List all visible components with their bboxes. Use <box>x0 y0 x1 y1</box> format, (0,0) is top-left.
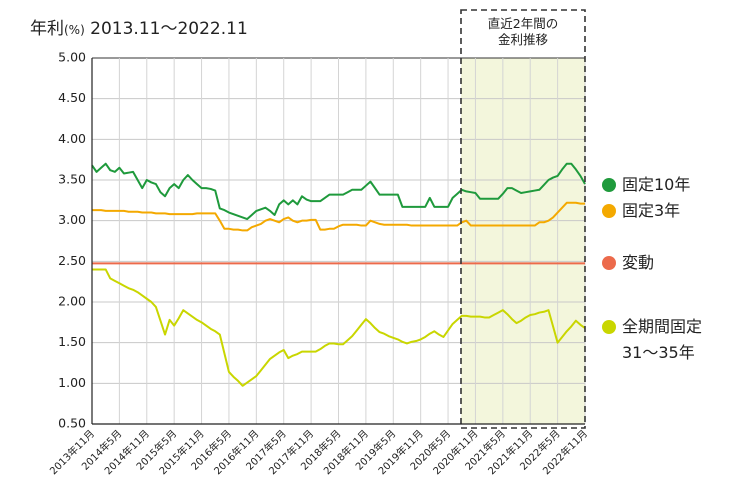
lines <box>91 162 586 387</box>
legend-item: 固定10年 <box>602 172 690 198</box>
legend-label: 固定3年 <box>622 201 681 220</box>
chart-title: 年利(%) 2013.11〜2022.11 <box>30 14 248 39</box>
highlight-area <box>461 58 585 424</box>
y-tick-label: 3.50 <box>58 172 86 187</box>
legend-item: 固定3年 <box>602 198 680 224</box>
y-label: 年利 <box>30 19 64 39</box>
y-tick-label: 2.00 <box>58 294 86 309</box>
y-tick-label: 2.50 <box>58 253 86 268</box>
legend-label: 変動 <box>622 253 655 272</box>
legend-marker <box>602 320 616 334</box>
legend-label: 固定10年 <box>622 175 691 194</box>
legend-marker <box>602 204 616 218</box>
legend-item: 変動 <box>602 250 654 276</box>
y-tick-label: 4.50 <box>58 90 86 105</box>
highlight-frame <box>460 9 586 429</box>
legend-label: 全期間固定 31〜35年 <box>622 317 703 362</box>
y-tick-label: 5.00 <box>58 50 86 65</box>
legend-marker <box>602 256 616 270</box>
x-tick-label: 2022年11月 <box>540 427 590 477</box>
y-tick-label: 1.00 <box>58 375 86 390</box>
y-tick-label: 4.00 <box>58 131 86 146</box>
grid <box>92 57 586 425</box>
y-tick-label: 3.00 <box>58 212 86 227</box>
annotation: 直近2年間の 金利推移 <box>487 16 559 47</box>
title-text: 2013.11〜2022.11 <box>90 19 248 39</box>
y-tick-label: 0.50 <box>58 416 86 431</box>
y-tick-label: 1.50 <box>58 334 86 349</box>
series-line <box>92 201 585 232</box>
series-line <box>91 162 586 221</box>
legend-marker <box>602 178 616 192</box>
y-unit: (%) <box>64 23 85 37</box>
legend-item: 全期間固定 31〜35年 <box>602 314 702 366</box>
series-line <box>92 268 586 387</box>
